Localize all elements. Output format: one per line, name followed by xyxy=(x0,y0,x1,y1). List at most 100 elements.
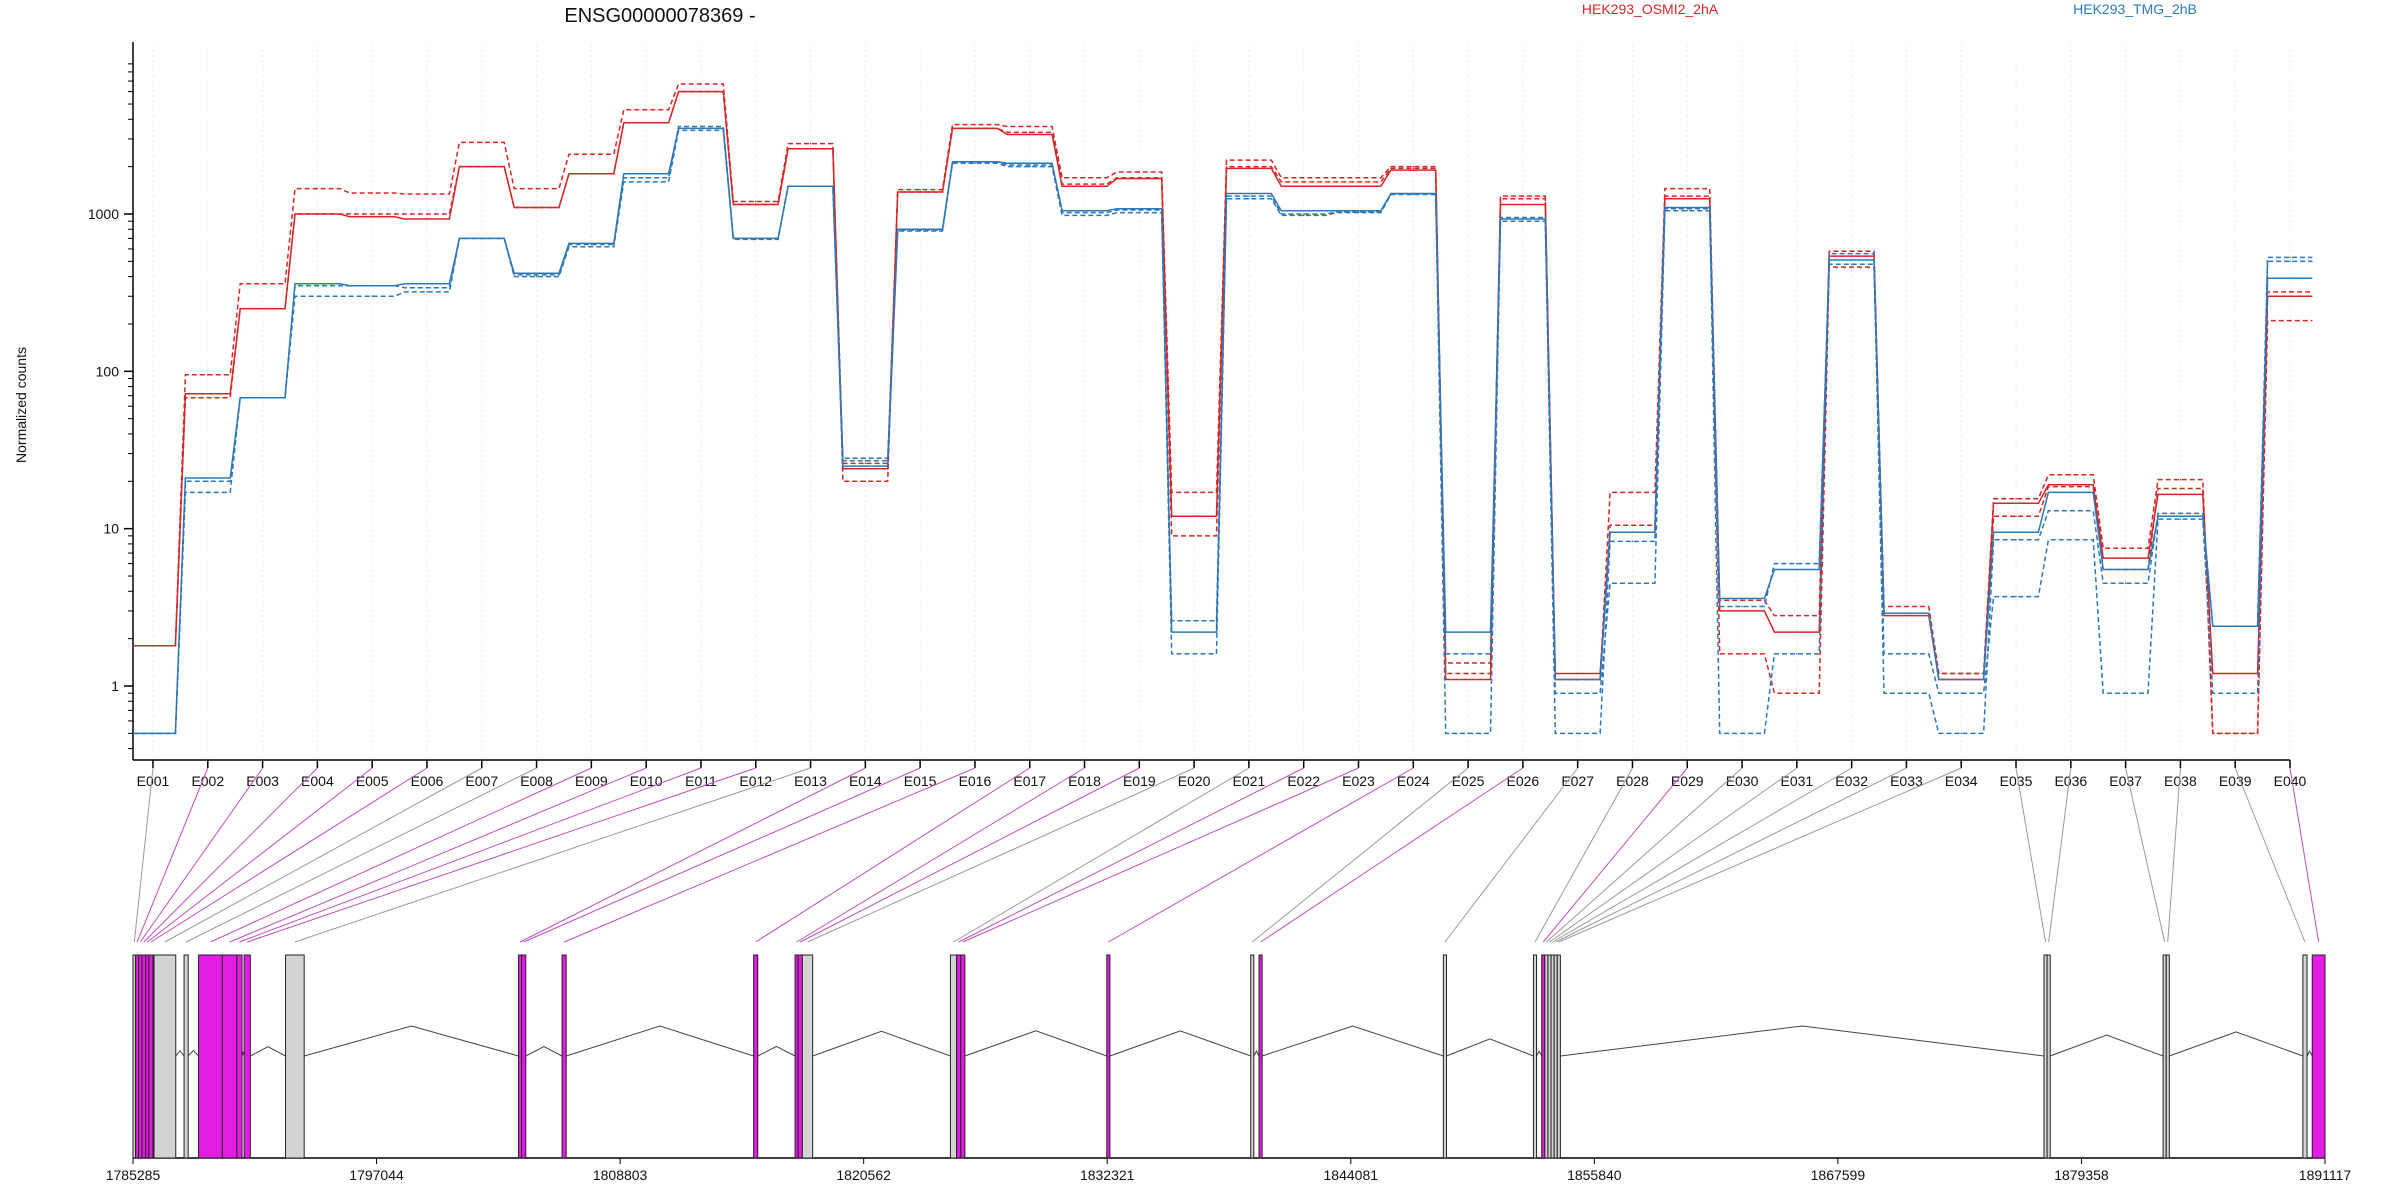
data-point xyxy=(1248,165,1250,168)
data-point xyxy=(1850,250,1853,253)
data-point xyxy=(2070,538,2072,541)
exon-box xyxy=(1532,954,1538,1159)
data-point xyxy=(206,480,209,483)
data-point xyxy=(1028,125,1031,128)
exon-connector xyxy=(2015,767,2047,943)
data-point xyxy=(480,237,483,240)
data-point xyxy=(206,392,209,395)
exon-connector xyxy=(139,767,263,943)
data-point xyxy=(1741,610,1743,612)
data-point xyxy=(1193,619,1195,622)
data-point xyxy=(152,645,154,647)
exon-box xyxy=(148,954,154,1159)
intron-line xyxy=(525,1045,563,1057)
data-point xyxy=(1357,211,1360,213)
data-point xyxy=(1248,159,1250,161)
intron-line xyxy=(304,1025,519,1057)
data-point xyxy=(1412,169,1415,171)
data-point xyxy=(1576,732,1579,735)
x-tick-label: E015 xyxy=(904,773,937,789)
data-point xyxy=(1357,181,1360,183)
data-point xyxy=(864,468,867,470)
data-point xyxy=(590,153,593,155)
data-point xyxy=(2234,625,2237,627)
coordinate-label: 1855840 xyxy=(1567,1167,1622,1183)
legend-label-osmi2: HEK293_OSMI2_2hA xyxy=(1582,1,1719,17)
y-tick-label: 1 xyxy=(111,678,119,694)
data-point xyxy=(2124,547,2127,550)
data-point xyxy=(2289,260,2291,263)
data-point xyxy=(1905,614,1908,617)
exon-connector xyxy=(150,767,428,943)
data-point xyxy=(864,462,867,465)
data-point xyxy=(1905,605,1908,608)
data-point xyxy=(974,160,976,163)
intron-line xyxy=(566,1025,754,1057)
data-point xyxy=(1302,213,1305,215)
exon-connector xyxy=(1552,767,1852,943)
data-point xyxy=(645,176,647,179)
exon-box xyxy=(2165,954,2170,1159)
x-tick-label: E025 xyxy=(1452,773,1485,789)
data-point xyxy=(1631,491,1634,494)
data-point xyxy=(535,275,538,278)
exon-box xyxy=(2302,954,2308,1159)
exon-box xyxy=(521,954,527,1159)
data-point xyxy=(1083,211,1086,214)
data-point xyxy=(1138,207,1141,210)
data-point xyxy=(1138,171,1141,173)
data-point xyxy=(1302,185,1305,188)
data-point xyxy=(1467,662,1469,664)
y-tick-label: 100 xyxy=(96,363,120,379)
data-point xyxy=(1850,255,1853,257)
data-point xyxy=(1796,631,1798,633)
data-point xyxy=(2289,291,2291,293)
data-point xyxy=(1138,211,1141,214)
data-point xyxy=(1522,218,1524,220)
exon-box xyxy=(183,954,189,1159)
data-point xyxy=(809,185,812,188)
x-tick-label: E035 xyxy=(2000,773,2033,789)
data-point xyxy=(1905,612,1908,615)
x-tick-label: E017 xyxy=(1013,773,1046,789)
x-tick-label: E014 xyxy=(849,773,882,789)
y-tick-label: 1000 xyxy=(88,206,119,222)
data-point xyxy=(426,286,428,289)
data-point xyxy=(1357,176,1360,179)
data-point xyxy=(754,203,757,206)
data-point xyxy=(1028,131,1031,134)
x-tick-label: E028 xyxy=(1616,773,1649,789)
x-tick-label: E026 xyxy=(1507,773,1540,789)
exon-connector xyxy=(796,767,1085,943)
exon-box xyxy=(561,954,567,1159)
data-point xyxy=(1028,133,1031,136)
data-point xyxy=(1576,678,1579,681)
data-point xyxy=(1193,491,1195,494)
exon-connector xyxy=(953,767,1250,943)
exon-connector xyxy=(523,767,921,943)
y-axis: 1 10 100 1000 xyxy=(88,42,134,760)
data-point xyxy=(1138,176,1141,179)
x-tick-label: E003 xyxy=(246,773,279,789)
data-point xyxy=(426,283,428,285)
x-tick-label: E027 xyxy=(1561,773,1594,789)
x-tick-label: E004 xyxy=(301,773,334,789)
x-tick-label: E002 xyxy=(191,773,224,789)
exon-box xyxy=(221,954,238,1159)
data-point xyxy=(426,218,428,220)
data-point xyxy=(1522,197,1524,200)
x-tick-label: E023 xyxy=(1342,773,1375,789)
exon-box xyxy=(797,954,803,1159)
data-point xyxy=(700,90,702,93)
data-point xyxy=(1522,216,1524,219)
x-tick-label: E037 xyxy=(2109,773,2142,789)
exon-connector xyxy=(958,767,1304,943)
data-point xyxy=(206,396,209,399)
data-point xyxy=(1850,266,1853,268)
exon-connector xyxy=(143,767,318,943)
data-point xyxy=(2179,493,2182,496)
exon-connector xyxy=(164,767,483,943)
data-point xyxy=(316,187,319,190)
data-point xyxy=(535,274,538,276)
data-point xyxy=(480,141,483,144)
